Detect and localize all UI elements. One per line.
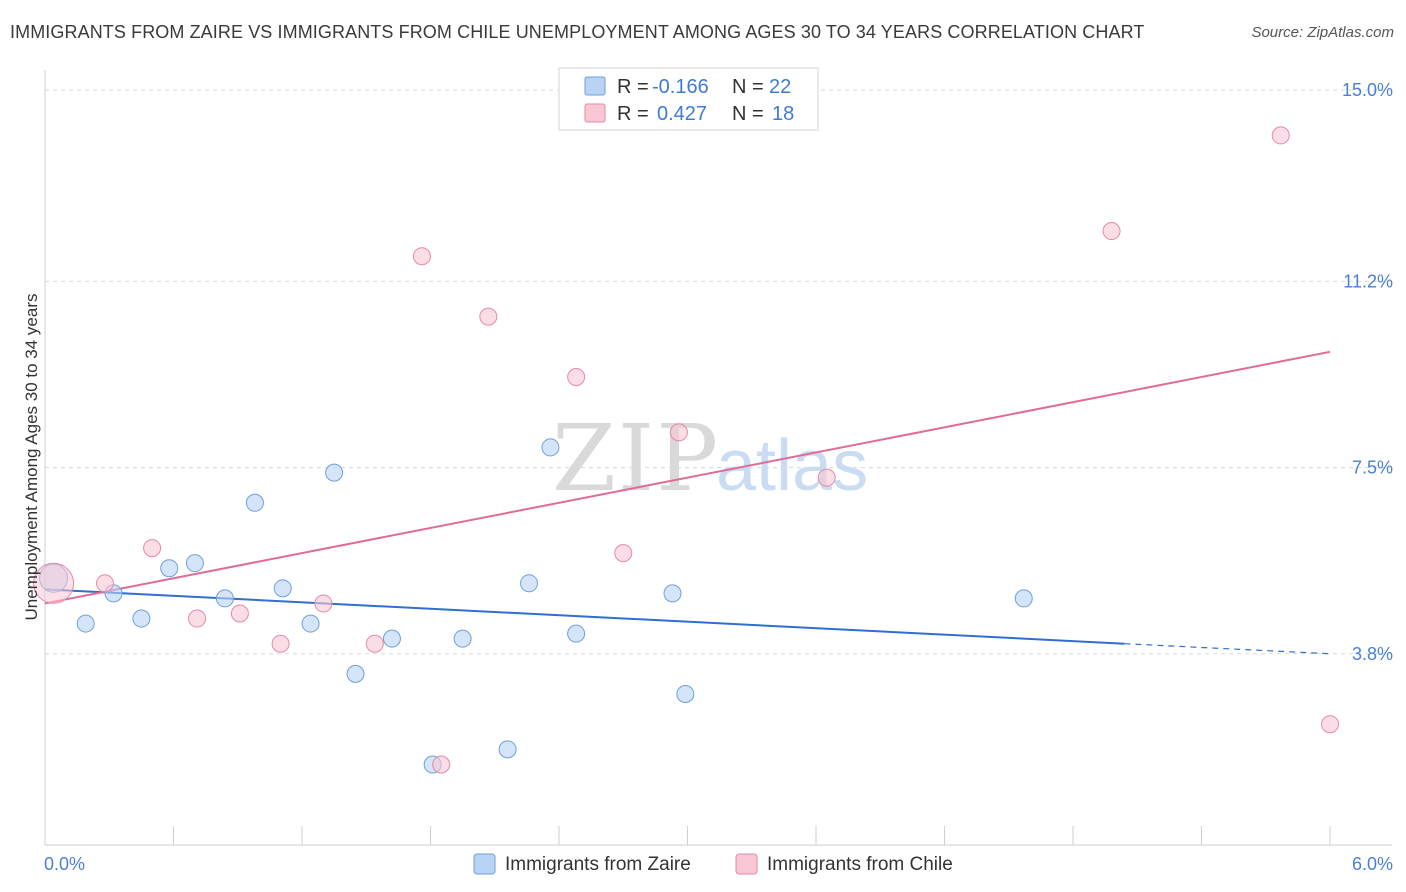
point-chile-9 (432, 755, 451, 774)
y-tick-label-3: 3.8% (1352, 644, 1393, 664)
point-zaire-19 (663, 584, 682, 603)
chart-title: IMMIGRANTS FROM ZAIRE VS IMMIGRANTS FROM… (10, 22, 1145, 42)
point-chile-8 (412, 247, 431, 266)
point-zaire-12 (382, 629, 401, 648)
point-zaire-1 (76, 614, 95, 633)
point-zaire-21 (1014, 589, 1033, 608)
legend-n-label-chile: N = (732, 103, 764, 125)
point-chile-12 (614, 544, 633, 563)
point-chile-17 (1321, 715, 1339, 734)
bottom-legend-label-chile: Immigrants from Chile (767, 854, 953, 875)
legend-n-value-chile: 18 (772, 103, 794, 125)
y-tick-label-2: 7.5% (1352, 458, 1393, 478)
trend-line-zaire-extension (1124, 643, 1331, 655)
bottom-legend: Immigrants from Zaire Immigrants from Ch… (473, 853, 953, 875)
legend-n-value-zaire: 22 (769, 76, 791, 98)
point-chile-6 (314, 594, 333, 613)
x-tick-label-0: 0.0% (44, 854, 85, 874)
legend-swatch-chile (584, 103, 606, 123)
point-chile-7 (365, 634, 384, 653)
bottom-legend-swatch-chile (735, 853, 758, 875)
point-zaire-8 (273, 579, 292, 598)
source-credit: Source: ZipAtlas.com (1251, 24, 1394, 41)
point-zaire-15 (498, 740, 517, 759)
point-chile-15 (1102, 222, 1121, 241)
top-legend: R = -0.166 N = 22 R = 0.427 N = 18 (558, 67, 819, 131)
x-tick-label-1: 6.0% (1352, 854, 1393, 874)
x-tick-labels: 0.0% 6.0% (44, 854, 1393, 874)
point-zaire-11 (346, 664, 365, 683)
legend-swatch-zaire (584, 76, 606, 96)
point-chile-2 (143, 539, 162, 558)
point-zaire-7 (245, 493, 264, 512)
axes (44, 70, 1392, 846)
point-zaire-20 (676, 685, 695, 704)
data-points (33, 126, 1339, 774)
legend-r-label-chile: R = (617, 103, 649, 125)
watermark-atlas: atlas (716, 426, 868, 506)
legend-r-value-chile: 0.427 (657, 103, 707, 125)
point-chile-1 (95, 574, 114, 593)
watermark: ZIP atlas (552, 405, 868, 512)
point-chile-10 (479, 307, 498, 326)
trend-line-chile (44, 350, 1331, 605)
point-chile-16 (1271, 126, 1290, 145)
legend-r-label-zaire: R = (617, 76, 649, 98)
point-chile-11 (567, 367, 586, 386)
point-chile-5 (271, 634, 290, 653)
point-zaire-10 (325, 463, 344, 482)
point-zaire-6 (215, 589, 234, 608)
point-zaire-4 (160, 559, 179, 578)
point-chile-4 (230, 604, 249, 623)
point-zaire-9 (301, 614, 320, 633)
point-zaire-17 (541, 438, 560, 457)
y-axis-label: Unemployment Among Ages 30 to 34 years (22, 294, 41, 621)
point-chile-14 (817, 468, 836, 487)
point-zaire-5 (185, 554, 204, 573)
y-tick-labels: 15.0% 11.2% 7.5% 3.8% (1342, 80, 1393, 664)
y-tick-label-1: 11.2% (1343, 271, 1393, 291)
bottom-legend-swatch-zaire (473, 853, 496, 875)
x-axis-ticks (173, 826, 1331, 845)
point-zaire-16 (520, 574, 539, 593)
point-zaire-14 (453, 629, 472, 648)
legend-n-label-zaire: N = (732, 76, 764, 98)
point-chile-13 (669, 423, 688, 442)
point-zaire-3 (132, 609, 151, 628)
bottom-legend-label-zaire: Immigrants from Zaire (505, 854, 691, 875)
legend-r-value-zaire: -0.166 (652, 76, 709, 98)
point-chile-3 (188, 609, 207, 628)
y-tick-label-0: 15.0% (1342, 80, 1393, 100)
watermark-zip: ZIP (552, 405, 720, 512)
point-zaire-18 (567, 624, 586, 643)
gridlines (45, 89, 1392, 655)
point-chile-large-0 (33, 562, 75, 604)
